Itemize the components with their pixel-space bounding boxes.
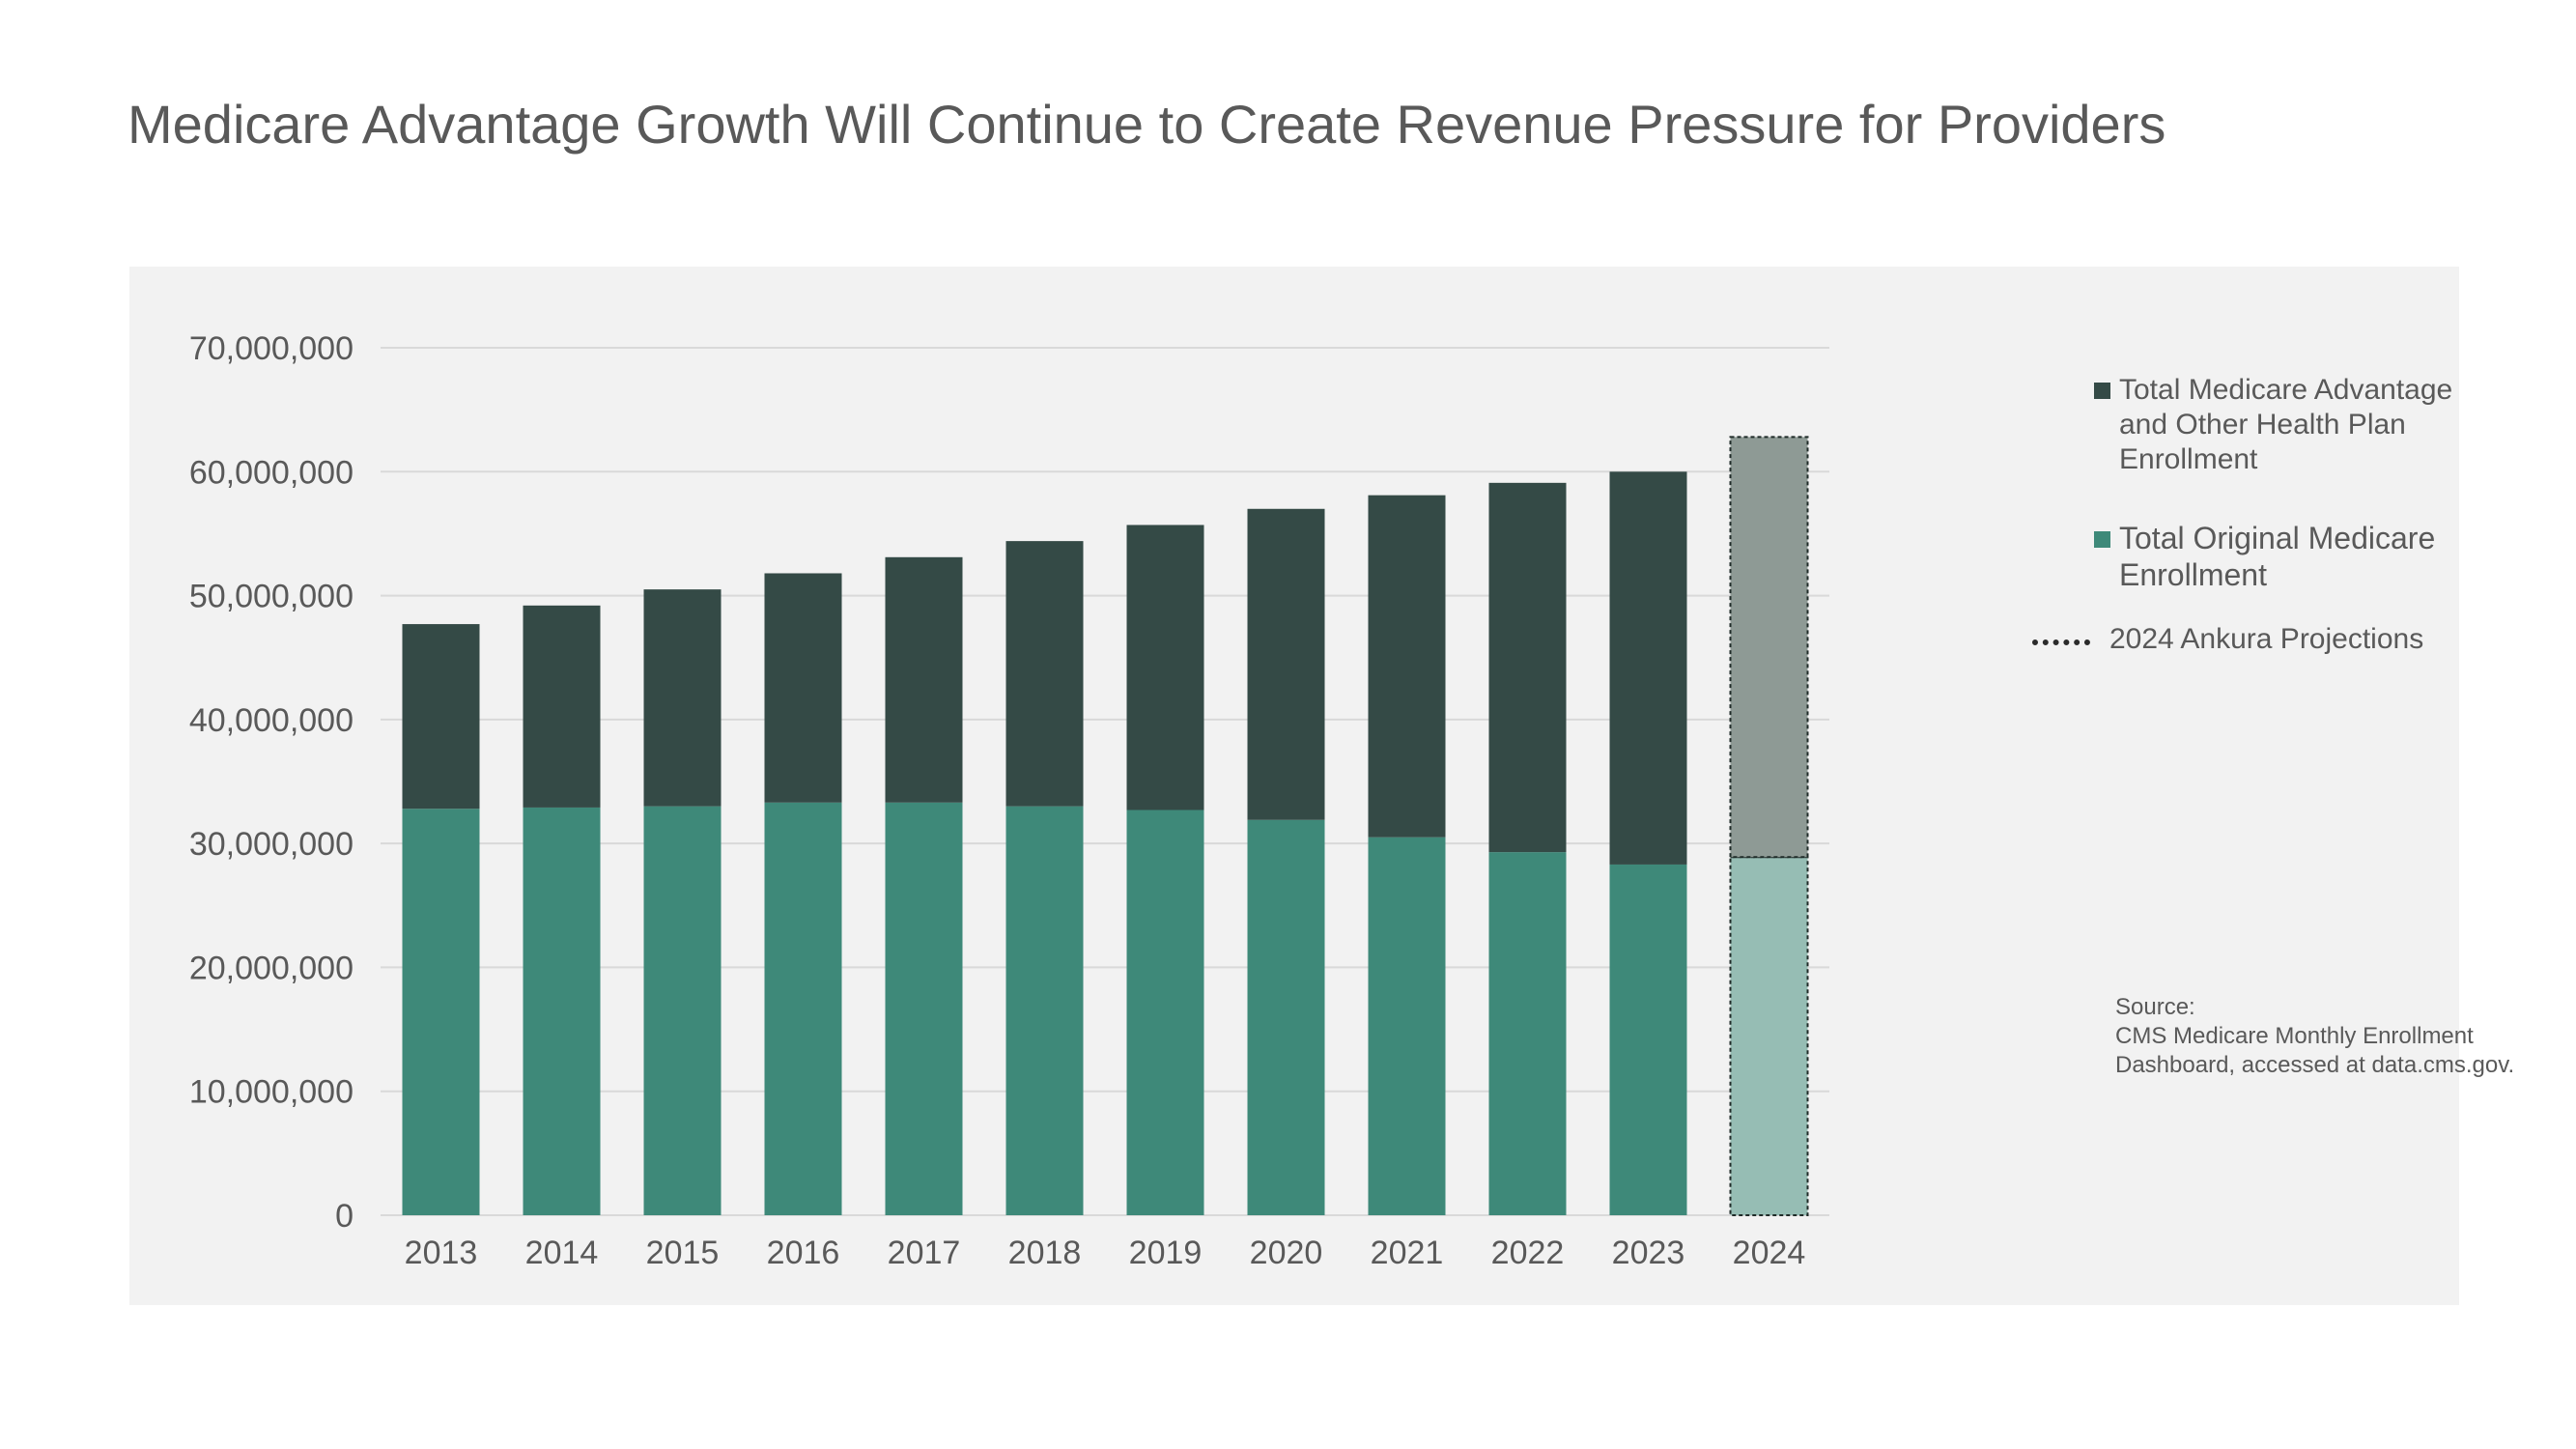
bar-original-2014 — [523, 807, 601, 1215]
y-tick-label: 70,000,000 — [189, 330, 354, 367]
bar-advantage-2013 — [402, 624, 480, 810]
y-tick-label: 20,000,000 — [189, 950, 354, 986]
x-tick-label: 2024 — [1733, 1235, 1806, 1271]
y-tick-label: 40,000,000 — [189, 702, 354, 739]
y-tick-label: 50,000,000 — [189, 579, 354, 615]
bar-original-2021 — [1368, 837, 1446, 1215]
legend-label-advantage: Total Medicare Advantage and Other Healt… — [2119, 374, 2453, 475]
bar-advantage-2021 — [1368, 495, 1446, 838]
x-axis-ticks: 2013 2014 2015 2016 2017 2018 2019 2020 2021 2022… — [405, 1235, 1806, 1271]
x-tick-label: 2023 — [1612, 1235, 1685, 1271]
x-tick-label: 2019 — [1129, 1235, 1203, 1271]
bar-original-2023 — [1609, 864, 1687, 1215]
bar-original-2020 — [1247, 819, 1325, 1215]
chart-panel: 0 10,000,000 20,000,000 30,000,000 40,000,00… — [129, 267, 2514, 1305]
bar-advantage-2019 — [1126, 525, 1204, 810]
x-tick-label: 2018 — [1008, 1235, 1082, 1271]
bar-original-2015 — [643, 806, 722, 1215]
y-axis-ticks: 0 10,000,000 20,000,000 30,000,000 40,000,00… — [189, 330, 354, 1235]
bar-original-2024 — [1729, 856, 1809, 1216]
chart-title: Medicare Advantage Growth Will Continue … — [127, 94, 2166, 155]
x-tick-label: 2015 — [646, 1235, 720, 1271]
legend-label-original: Total Original Medicare Enrollment — [2119, 521, 2436, 592]
y-tick-label: 60,000,000 — [189, 454, 354, 491]
gridlines — [381, 347, 1829, 1216]
bars — [402, 436, 1809, 1216]
x-tick-label: 2014 — [525, 1235, 599, 1271]
bar-advantage-2014 — [523, 605, 601, 808]
chart-plot: 0 10,000,000 20,000,000 30,000,000 40,000,00… — [189, 330, 1829, 1271]
source-note: Source: CMS Medicare Monthly Enrollment … — [2115, 994, 2515, 1078]
bar-advantage-2020 — [1247, 508, 1325, 820]
bar-original-2017 — [885, 802, 963, 1215]
y-tick-label: 10,000,000 — [189, 1074, 354, 1111]
x-tick-label: 2016 — [767, 1235, 840, 1271]
x-tick-label: 2013 — [405, 1235, 478, 1271]
legend-swatch-advantage — [2094, 383, 2110, 399]
bar-advantage-2016 — [764, 573, 842, 803]
bar-advantage-2024 — [1729, 436, 1809, 859]
bar-original-2016 — [764, 802, 842, 1215]
y-tick-label: 0 — [335, 1198, 354, 1235]
bar-advantage-2015 — [643, 589, 722, 807]
y-tick-label: 30,000,000 — [189, 826, 354, 863]
legend-dotted-line-icon — [2032, 639, 2090, 645]
bar-advantage-2017 — [885, 556, 963, 803]
legend-label-projection: 2024 Ankura Projections — [2109, 623, 2424, 655]
x-tick-label: 2017 — [888, 1235, 961, 1271]
bar-advantage-2023 — [1609, 471, 1687, 865]
bar-original-2018 — [1005, 806, 1084, 1215]
bar-original-2013 — [402, 809, 480, 1215]
bar-original-2022 — [1488, 852, 1567, 1215]
x-tick-label: 2021 — [1371, 1235, 1444, 1271]
legend-swatch-original — [2094, 531, 2110, 548]
bar-original-2019 — [1126, 810, 1204, 1215]
x-tick-label: 2020 — [1250, 1235, 1323, 1271]
x-tick-label: 2022 — [1491, 1235, 1565, 1271]
bar-advantage-2022 — [1488, 482, 1567, 853]
bar-advantage-2018 — [1005, 541, 1084, 807]
